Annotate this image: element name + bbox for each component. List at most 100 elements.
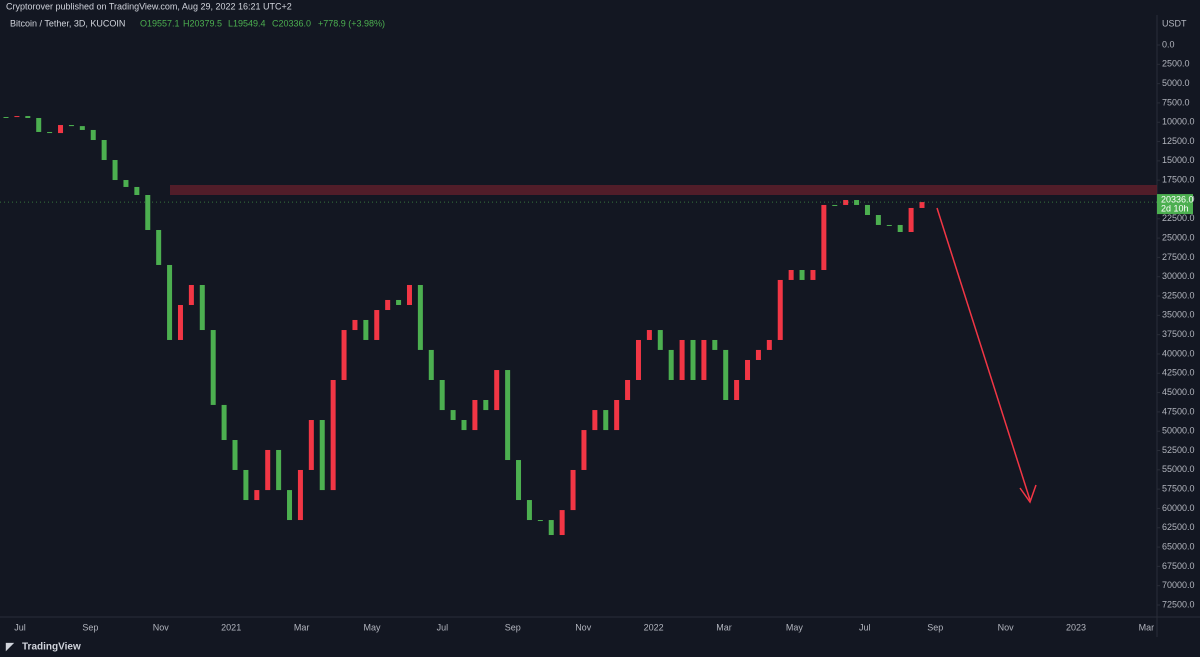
y-tick-label: 62500.0 (1162, 522, 1195, 532)
candle (417, 284, 423, 350)
candle (788, 270, 794, 280)
candle (625, 379, 631, 401)
candle (36, 117, 42, 132)
x-tick-label: Nov (998, 622, 1015, 632)
legend-change: +778.9 (+3.98%) (318, 18, 385, 28)
candle (897, 224, 903, 233)
candle (3, 116, 9, 118)
y-tick-label: 0.0 (1162, 39, 1175, 49)
candle (428, 349, 434, 380)
candle (243, 469, 249, 501)
candle (603, 410, 609, 431)
x-tick-label: May (786, 622, 804, 632)
candle (810, 270, 816, 280)
x-tick-label: Sep (505, 622, 521, 632)
candle (559, 510, 565, 536)
candle (548, 520, 554, 536)
candle (875, 215, 881, 225)
y-tick-label: 17500.0 (1162, 175, 1195, 185)
candle (352, 319, 358, 331)
candle (908, 207, 914, 233)
x-tick-label: 2022 (644, 622, 664, 632)
candle (864, 204, 870, 216)
y-tick-label: 65000.0 (1162, 541, 1195, 551)
y-tick-label: 60000.0 (1162, 503, 1195, 513)
brand-logo: ◤ (5, 642, 15, 653)
y-tick-label: 5000.0 (1162, 78, 1190, 88)
candle (112, 160, 118, 181)
candle (25, 116, 31, 118)
candle (374, 310, 380, 340)
candle (254, 490, 260, 501)
candle (799, 270, 805, 280)
candle (276, 449, 282, 491)
candle (341, 330, 347, 380)
candle (177, 304, 183, 340)
brand: TradingView (22, 642, 81, 653)
legend-high: H20379.5 (183, 18, 222, 28)
candle (199, 284, 205, 331)
y-tick-label: 35000.0 (1162, 310, 1195, 320)
candle (167, 264, 173, 340)
candle (657, 330, 663, 350)
candle (47, 131, 53, 134)
y-tick-label: 27500.0 (1162, 252, 1195, 262)
y-tick-label: 67500.0 (1162, 561, 1195, 571)
candle (494, 370, 500, 411)
arrow-head (1019, 484, 1037, 504)
candle (537, 520, 543, 522)
candle (406, 284, 412, 305)
x-tick-label: Jul (437, 622, 449, 632)
y-tick-label: 32500.0 (1162, 290, 1195, 300)
candle (319, 420, 325, 491)
candle (777, 279, 783, 340)
candle (701, 339, 707, 380)
y-tick-label: 22500.0 (1162, 213, 1195, 223)
y-tick-label: 45000.0 (1162, 387, 1195, 397)
y-tick-label: 57500.0 (1162, 484, 1195, 494)
candle (232, 440, 238, 470)
candle (101, 140, 107, 161)
candle (210, 330, 216, 405)
x-tick-label: Mar (716, 622, 732, 632)
candle (287, 490, 293, 521)
candle (745, 359, 751, 380)
y-tick-label: 2500.0 (1162, 59, 1190, 69)
legend-open: O19557.1 (140, 18, 180, 28)
x-tick-label: 2021 (221, 622, 241, 632)
candle (221, 404, 227, 441)
y-tick-label: 55000.0 (1162, 464, 1195, 474)
candle (723, 349, 729, 401)
candle (297, 469, 303, 521)
candle (712, 339, 718, 350)
candle (886, 224, 892, 226)
candle (265, 449, 271, 491)
candle (308, 420, 314, 470)
candle (668, 349, 674, 380)
publisher: Cryptorover published on TradingView.com… (6, 1, 292, 11)
y-tick-label: 40000.0 (1162, 348, 1195, 358)
candle (461, 420, 467, 431)
candle (690, 339, 696, 380)
y-tick-label: 50000.0 (1162, 426, 1195, 436)
currency: USDT (1162, 18, 1187, 28)
y-tick-label: 30000.0 (1162, 271, 1195, 281)
candle (635, 339, 641, 380)
candle (483, 400, 489, 411)
x-tick-label: Jul (14, 622, 26, 632)
candle (363, 319, 369, 340)
x-tick-label: Jul (859, 622, 871, 632)
candle (156, 229, 162, 265)
candle (592, 410, 598, 431)
candle (145, 195, 151, 230)
candle (58, 125, 64, 134)
zone (170, 185, 1157, 196)
candle (570, 469, 576, 511)
x-tick-label: Mar (1139, 622, 1155, 632)
candle (14, 116, 20, 118)
y-tick-label: 37500.0 (1162, 329, 1195, 339)
y-tick-label: 7500.0 (1162, 97, 1190, 107)
y-tick-label: 42500.0 (1162, 368, 1195, 378)
candle (134, 186, 140, 196)
y-tick-label: 72500.0 (1162, 599, 1195, 609)
